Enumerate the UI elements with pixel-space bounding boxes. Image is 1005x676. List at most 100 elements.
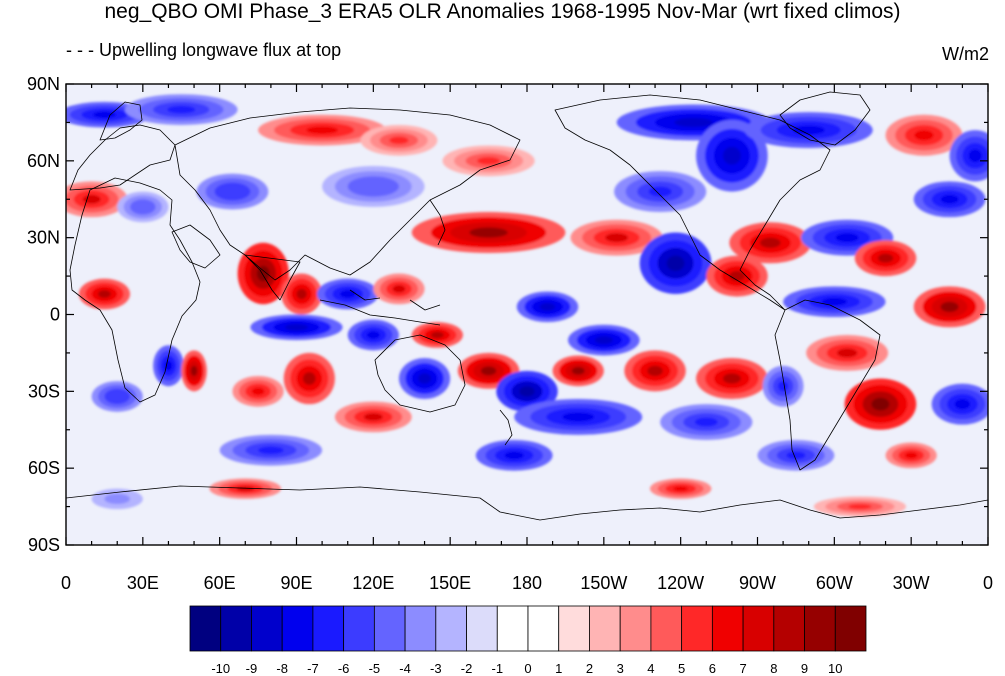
lon-tick-label: 0	[61, 573, 71, 593]
coastline-indonesia	[319, 289, 441, 326]
anomaly-cell	[514, 399, 643, 435]
anomaly-cell	[570, 219, 663, 256]
anomaly-contour-fill	[98, 290, 111, 298]
anomaly-contour-fill	[392, 285, 406, 293]
anomaly-contour-fill	[571, 367, 585, 375]
anomaly-cell	[398, 358, 451, 400]
colorbar-label: 3	[617, 661, 624, 676]
colorbar-swatch	[220, 605, 252, 652]
anomaly-cell	[181, 350, 207, 392]
colorbar-swatch	[373, 605, 406, 652]
colorbar-label: 0	[524, 661, 531, 676]
lat-tick-label: 60N	[27, 151, 60, 171]
anomaly-cell	[744, 112, 873, 149]
lon-tick-label: 120W	[657, 573, 704, 593]
anomaly-cell	[567, 324, 640, 356]
colorbar-swatch	[711, 605, 744, 652]
anomaly-cell	[913, 286, 986, 328]
colorbar-swatch	[404, 605, 437, 652]
anomaly-contour-fill	[836, 348, 858, 358]
anomaly-cell	[913, 181, 986, 218]
anomaly-contour-fill	[777, 381, 789, 392]
colorbar-swatch	[189, 605, 222, 652]
anomaly-cell	[91, 381, 143, 412]
anomaly-cell	[696, 119, 768, 192]
lon-tick-label: 90W	[739, 573, 776, 593]
anomaly-cell	[639, 232, 712, 295]
colorbar-swatch	[589, 605, 621, 652]
coastline-north-america	[554, 94, 831, 311]
anomaly-contour-fill	[940, 301, 959, 312]
anomaly-cell	[124, 94, 238, 125]
units-label: W/m2	[942, 44, 989, 64]
anomaly-contour-fill	[256, 265, 270, 282]
anomaly-contour-fill	[82, 194, 101, 204]
anomaly-cell	[196, 173, 269, 210]
anomaly-cell	[762, 365, 804, 407]
colorbar-label: 6	[709, 661, 716, 676]
anomaly-cell	[885, 442, 937, 469]
colorbar-swatch	[527, 605, 560, 652]
anomaly-contour-fill	[284, 324, 309, 331]
anomaly-cell	[660, 404, 753, 440]
anomaly-contour-fill	[848, 504, 872, 510]
anomaly-cell	[885, 114, 963, 156]
anomaly-contour-fill	[722, 373, 741, 384]
colorbar-label: -2	[461, 661, 473, 676]
anomaly-cell	[237, 242, 289, 305]
lat-tick-label: 90S	[28, 535, 60, 555]
anomaly-contour-fill	[504, 451, 524, 460]
colorbar: -10 -9 -8 -7 -6 -5 -4 -3 -2 -1 0 1 2 3 4 5 6 7 8 9 10	[189, 605, 867, 676]
anomaly-contour-fill	[821, 297, 848, 306]
lon-tick-label: 0	[983, 573, 993, 593]
anomaly-contour-fill	[223, 187, 242, 197]
anomaly-cell	[232, 375, 284, 407]
anomaly-contour-fill	[914, 130, 934, 141]
anomaly-cell	[283, 352, 335, 405]
lon-tick-label: 150E	[429, 573, 471, 593]
anomaly-contour-fill	[539, 302, 556, 311]
anomaly-contour-fill	[968, 149, 982, 163]
lon-tick-label: 120E	[352, 573, 394, 593]
anomaly-cell	[281, 273, 323, 315]
anomaly-contour-fill	[366, 331, 380, 339]
anomaly-contour-fill	[477, 156, 501, 165]
anomaly-contour-fill	[136, 203, 150, 211]
colorbar-swatch	[312, 605, 345, 652]
anomaly-contour-fill	[694, 417, 718, 427]
anomaly-cell	[757, 439, 835, 471]
anomaly-cell	[624, 350, 686, 392]
anomaly-contour-fill	[729, 270, 745, 282]
colorbar-label: 7	[739, 661, 746, 676]
anomaly-contour-fill	[167, 105, 196, 114]
anomaly-cell	[316, 278, 379, 310]
lat-tick-label: 30N	[27, 228, 60, 248]
anomaly-cell	[153, 345, 184, 387]
anomaly-contour-fill	[722, 146, 741, 165]
colorbar-swatch	[681, 605, 713, 652]
lon-tick-label: 30E	[127, 573, 159, 593]
anomaly-cell	[844, 378, 917, 430]
anomaly-cell	[411, 212, 566, 254]
colorbar-label: -1	[491, 661, 503, 676]
anomaly-cell	[729, 222, 812, 264]
anomaly-contour-fill	[340, 290, 356, 298]
anomaly-contour-fill	[672, 486, 689, 492]
anomaly-contour-fill	[236, 486, 255, 492]
coastline-scandinavia	[99, 101, 143, 141]
lat-tick-label: 60S	[28, 458, 60, 478]
anomaly-contour-fill	[363, 413, 383, 421]
anomaly-contour-fill	[904, 452, 918, 459]
lat-tick-label: 90N	[27, 74, 60, 94]
anomaly-contour-fill	[594, 336, 613, 344]
colorbar-label: 2	[586, 661, 593, 676]
colorbar-label: -4	[399, 661, 411, 676]
anomaly-contour-fill	[418, 373, 431, 384]
anomaly-cell	[322, 165, 425, 207]
colorbar-label: -10	[211, 661, 230, 676]
anomaly-contour-fill	[306, 126, 339, 134]
anomaly-contour-fill	[469, 227, 508, 238]
anomaly-contour-fill	[877, 253, 894, 263]
colorbar-swatch	[773, 605, 805, 652]
